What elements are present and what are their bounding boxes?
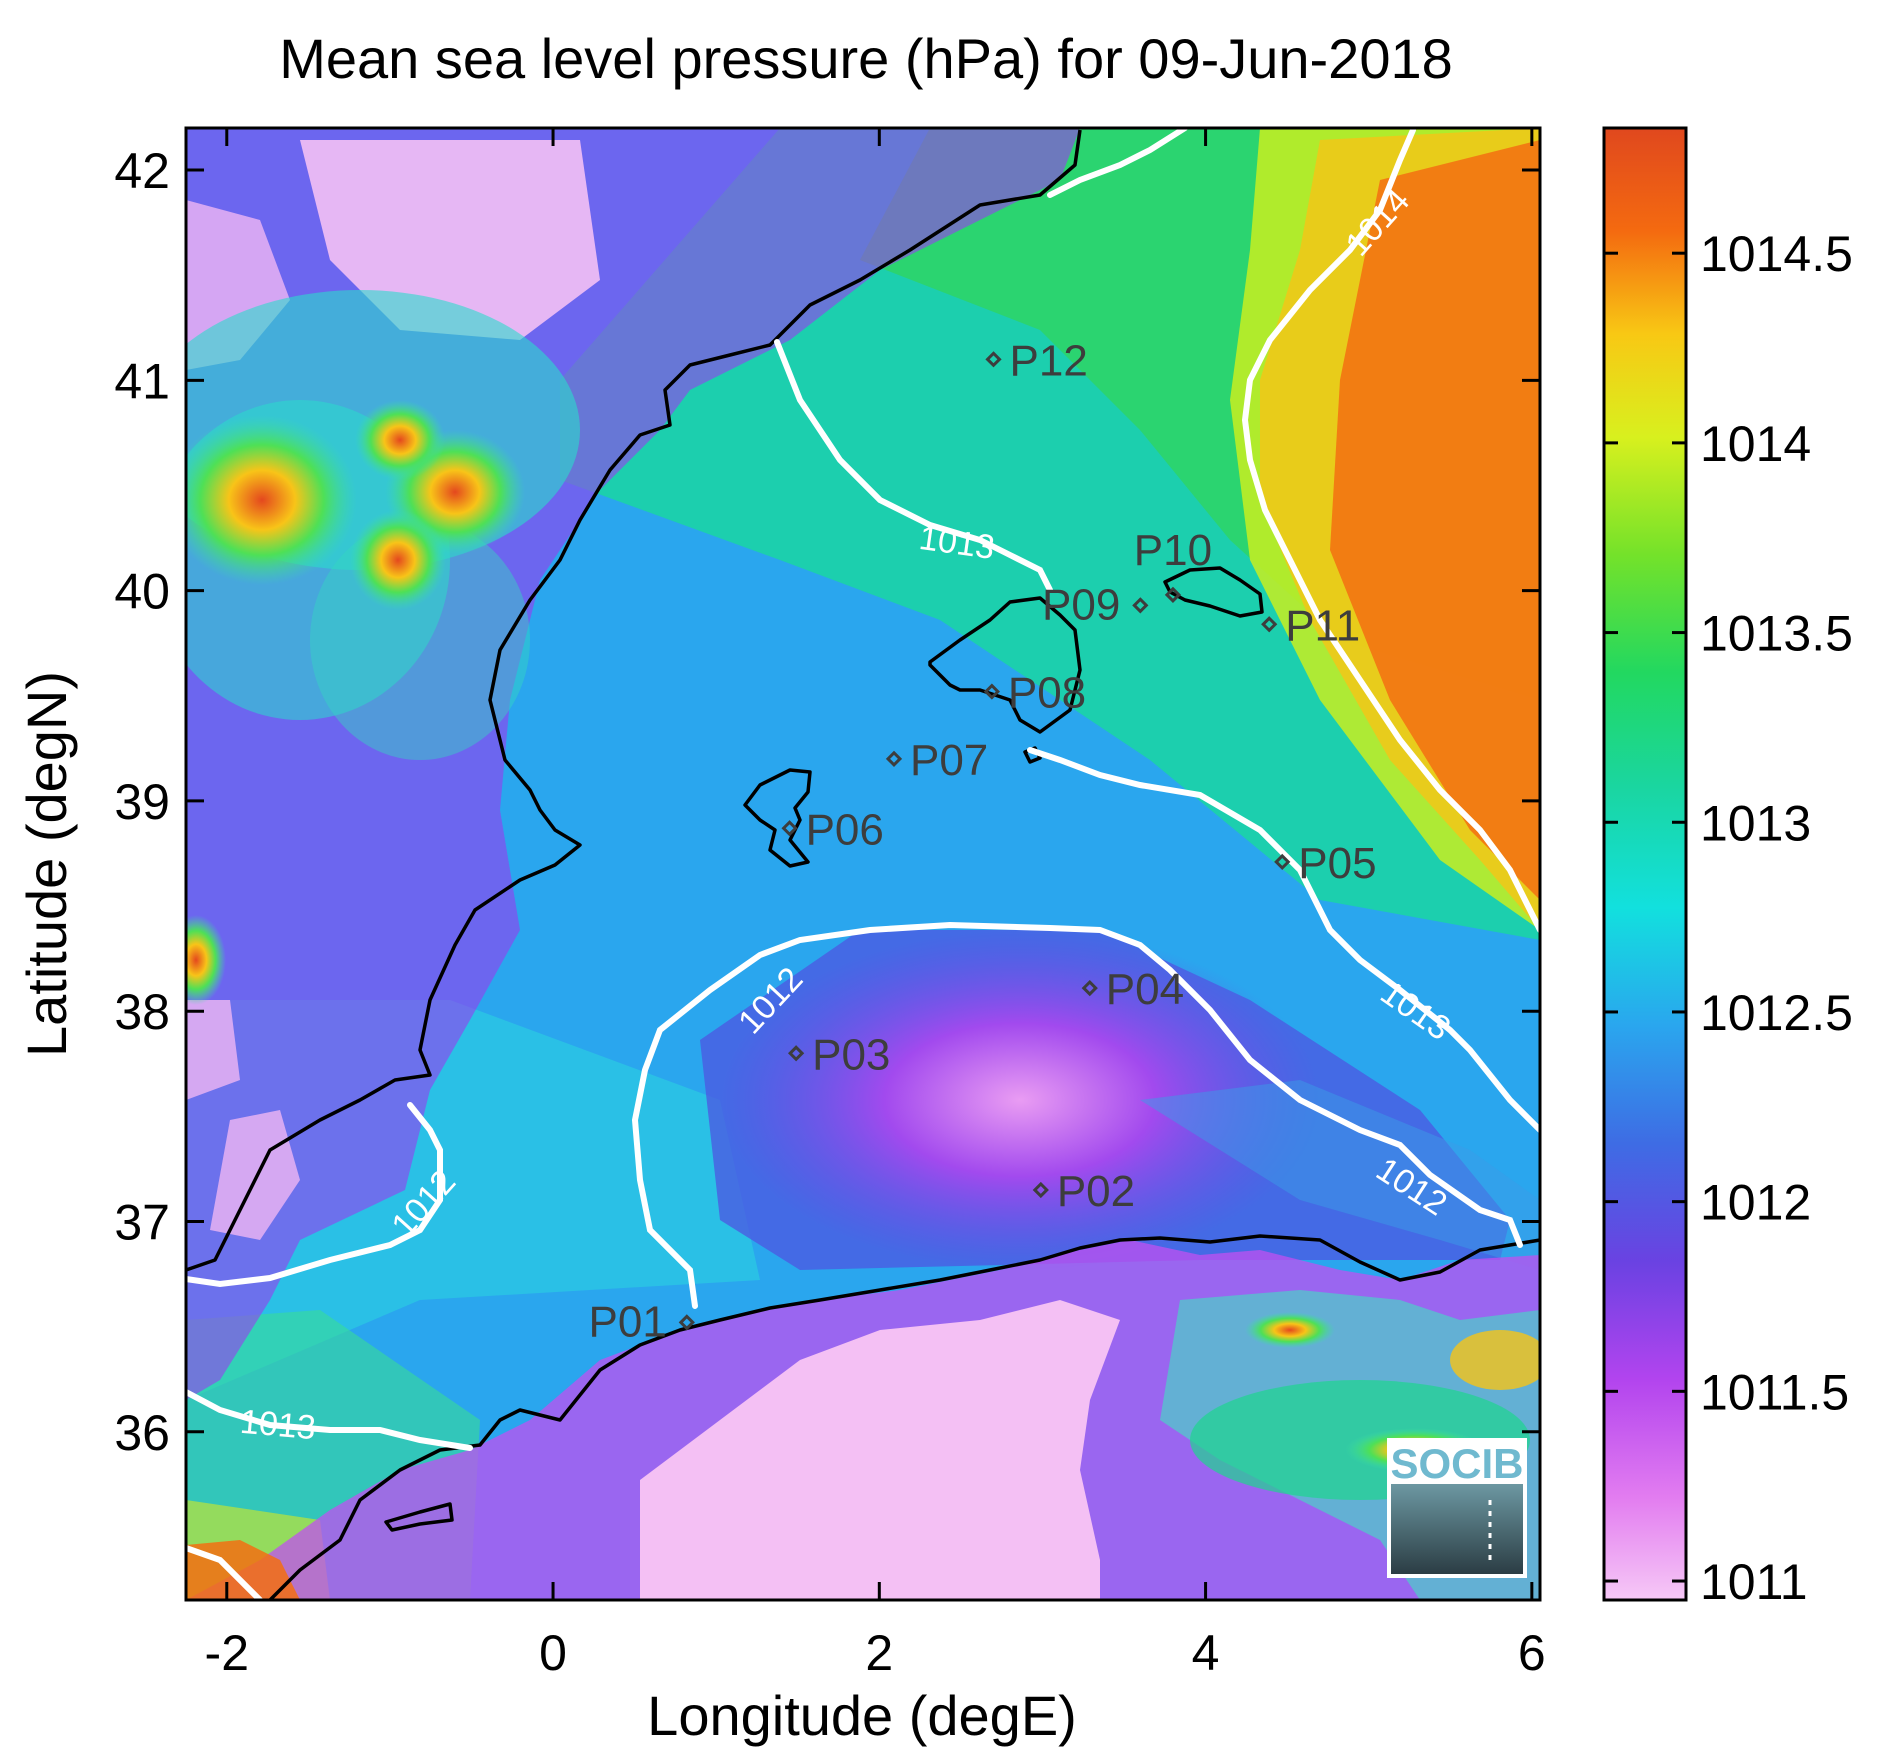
point-marker (1081, 979, 1098, 997)
y-tick-label: 37 (114, 1194, 170, 1250)
chart-title: Mean sea level pressure (hPa) for 09-Jun… (279, 27, 1453, 90)
colorbar: 1011 1011.5 1012 1012.5 1013 1013.5 1014 1014.5 (1602, 126, 1853, 1610)
logo-band (1391, 1442, 1523, 1484)
y-axis-label: Latitude (degN) (15, 671, 78, 1057)
point-marker (1274, 853, 1291, 871)
x-tick-label: -2 (205, 1625, 249, 1681)
x-axis-label: Longitude (degE) (647, 1684, 1077, 1747)
point-label: P04 (1106, 965, 1184, 1014)
point-label: P06 (806, 805, 884, 854)
colorbar-tick-label: 1014 (1700, 416, 1811, 472)
point-label: P07 (910, 736, 988, 785)
contour-label: 1013 (239, 1403, 318, 1447)
point-marker (1032, 1181, 1049, 1199)
point-label: P08 (1008, 669, 1086, 718)
point-marker (885, 750, 903, 767)
point-marker (1164, 586, 1182, 603)
point-marker (983, 683, 1000, 700)
point-marker (1261, 616, 1278, 633)
y-tick-label: 40 (114, 564, 170, 620)
named-points: P01 P02 P03 P04 P05 P06 P07 P08 P09 P10 P11 P12 (589, 336, 1377, 1346)
x-tick-label: 0 (539, 1625, 567, 1681)
y-tick-label: 41 (114, 353, 170, 409)
contours (183, 125, 1543, 1603)
y-tick-label: 38 (114, 984, 170, 1040)
x-tick-label: 6 (1518, 1625, 1546, 1681)
coastlines (185, 129, 1541, 1602)
plot-frame (184, 126, 1542, 1602)
y-tick-label: 36 (114, 1405, 170, 1461)
x-axis-ticks: -2 0 2 4 6 (205, 128, 1546, 1681)
colorbar-tick-label: 1013 (1700, 795, 1811, 851)
colorbar-tick-label: 1011.5 (1700, 1364, 1849, 1420)
point-label: P01 (589, 1297, 667, 1346)
point-marker (781, 820, 798, 837)
colorbar-tick-label: 1012.5 (1700, 985, 1853, 1041)
point-label: P03 (812, 1030, 890, 1079)
point-label: P02 (1057, 1167, 1135, 1216)
point-label: P10 (1134, 526, 1212, 575)
socib-logo: SOCIB (1387, 1438, 1527, 1578)
point-label: P05 (1298, 839, 1376, 888)
colorbar-tick-label: 1011 (1700, 1554, 1808, 1610)
point-label: P12 (1010, 336, 1088, 385)
point-marker (1132, 597, 1149, 614)
logo-text: SOCIB (1390, 1440, 1523, 1487)
x-tick-label: 2 (865, 1625, 893, 1681)
colorbar-gradient (1604, 128, 1686, 1600)
colorbar-tick-label: 1014.5 (1700, 226, 1853, 282)
x-tick-label: 4 (1192, 1625, 1220, 1681)
point-marker (787, 1045, 805, 1062)
point-marker (985, 351, 1002, 368)
colorbar-frame (1602, 126, 1688, 1602)
point-label: P09 (1042, 580, 1120, 629)
colorbar-tick-label: 1013.5 (1700, 606, 1853, 662)
point-marker (678, 1314, 695, 1331)
point-label: P11 (1285, 601, 1360, 650)
colorbar-ticks: 1011 1011.5 1012 1012.5 1013 1013.5 1014 1014.5 (1604, 226, 1853, 1610)
y-tick-label: 39 (114, 774, 170, 830)
colorbar-tick-label: 1012 (1700, 1175, 1811, 1231)
y-tick-label: 42 (114, 143, 170, 199)
y-axis-ticks: 36 37 38 39 40 41 42 (114, 143, 1540, 1461)
